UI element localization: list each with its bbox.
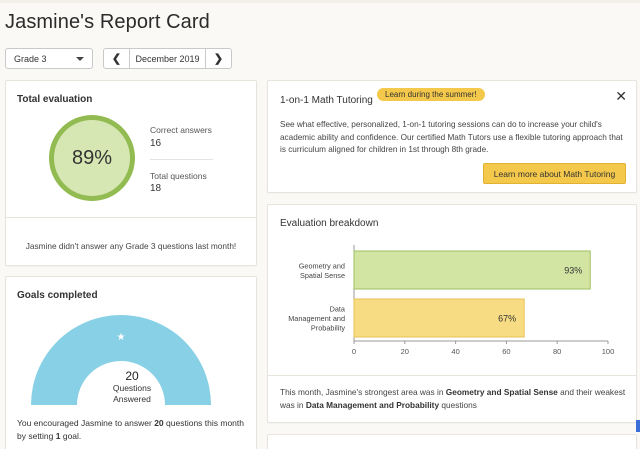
x-tick-label: 0 <box>352 347 356 356</box>
goals-text-2: questions this month by setting <box>17 418 244 441</box>
next-card <box>267 434 637 449</box>
card-divider <box>268 375 636 376</box>
total-questions-value: 18 <box>150 183 162 194</box>
breakdown-text-2: and their weakest was in <box>280 387 626 410</box>
breakdown-summary: This month, Jasmine's strongest area was… <box>280 386 630 412</box>
grade-select-value: Grade 3 <box>14 53 47 64</box>
strongest-area: Geometry and Spatial Sense <box>445 387 558 397</box>
correct-answers-label: Correct answers <box>150 125 212 135</box>
tutoring-card: 1-on-1 Math Tutoring Learn during the su… <box>267 80 637 193</box>
star-icon: ★ <box>117 332 126 343</box>
goals-card: Goals completed ★ 20 Questions Answered … <box>5 276 257 449</box>
month-label: December 2019 <box>129 49 206 68</box>
goals-text-1: You encouraged Jasmine to answer <box>17 418 155 428</box>
close-icon[interactable]: ✕ <box>615 88 627 104</box>
category-label: Geometry and <box>299 261 345 270</box>
x-tick-label: 80 <box>553 347 561 356</box>
page-title: Jasmine's Report Card <box>5 11 210 33</box>
prev-month-button[interactable]: ❮ <box>111 53 122 65</box>
chevron-down-icon <box>76 57 84 61</box>
bar-value-label: 93% <box>564 266 582 276</box>
goals-count-label-1: Questions <box>112 383 152 393</box>
bar <box>353 298 525 338</box>
total-evaluation-card: Total evaluation 89% Correct answers 16 … <box>5 80 257 266</box>
top-divider <box>0 0 640 3</box>
total-evaluation-note: Jasmine didn't answer any Grade 3 questi… <box>25 241 237 251</box>
goals-gauge: ★ <box>31 315 211 405</box>
goals-count-label-2: Answered <box>113 394 151 404</box>
goals-count: 20 <box>125 369 139 383</box>
goals-description: You encouraged Jasmine to answer 20 ques… <box>17 417 245 442</box>
score-circle: 89% <box>49 115 135 201</box>
grade-select[interactable]: Grade 3 <box>5 48 93 69</box>
breakdown-text-3: questions <box>439 400 477 410</box>
weakest-area: Data Management and Probability <box>305 400 440 410</box>
tutoring-description: See what effective, personalized, 1-on-1… <box>280 120 623 154</box>
bar-value-label: 67% <box>498 314 516 324</box>
category-label: Probability <box>311 324 345 333</box>
x-tick-label: 100 <box>602 347 615 356</box>
breakdown-text-1: This month, Jasmine's strongest area was… <box>280 387 446 397</box>
goals-text-num: 20 <box>154 418 164 428</box>
goals-title: Goals completed <box>17 290 98 301</box>
summer-badge: Learn during the summer! <box>377 88 485 101</box>
total-evaluation-title: Total evaluation <box>17 94 93 105</box>
x-tick-label: 40 <box>451 347 459 356</box>
stat-divider <box>150 159 213 160</box>
x-tick-label: 60 <box>502 347 510 356</box>
goals-text-goal: 1 <box>55 430 61 441</box>
score-percent: 89% <box>54 120 130 196</box>
category-label: Spatial Sense <box>300 271 345 280</box>
month-navigator: ❮ December 2019 ❯ <box>103 48 232 69</box>
breakdown-title: Evaluation breakdown <box>280 218 379 229</box>
tutoring-title: 1-on-1 Math Tutoring <box>280 95 373 106</box>
x-tick-label: 20 <box>401 347 409 356</box>
total-questions-label: Total questions <box>150 171 207 181</box>
learn-more-tutoring-button[interactable]: Learn more about Math Tutoring <box>483 163 626 184</box>
gauge-arc <box>31 315 211 405</box>
goals-text-3: goal. <box>60 430 82 441</box>
bar <box>353 250 591 290</box>
category-label: Management and <box>288 314 345 323</box>
category-label: Data <box>330 305 346 314</box>
card-divider <box>6 217 256 218</box>
next-month-button[interactable]: ❯ <box>213 53 224 65</box>
correct-answers-value: 16 <box>150 138 162 149</box>
evaluation-breakdown-card: Evaluation breakdown 0 20 40 60 80 100 93% Geom… <box>267 204 637 423</box>
scroll-indicator <box>636 420 640 432</box>
